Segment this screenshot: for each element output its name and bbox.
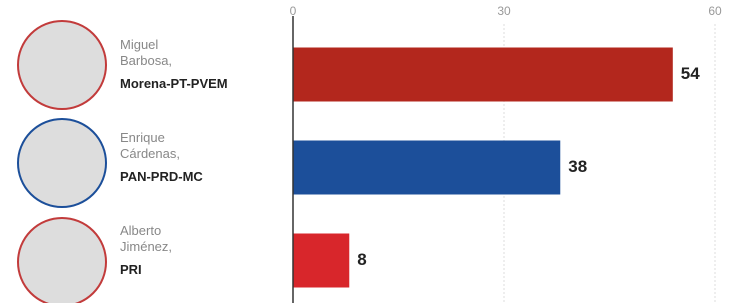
candidate-name: Miguel Barbosa, (120, 37, 200, 69)
bar (293, 48, 673, 102)
candidate-name: Enrique Cárdenas, (120, 130, 200, 162)
portrait (18, 119, 106, 207)
value-label: 38 (568, 157, 587, 176)
portrait (18, 21, 106, 109)
value-label: 54 (681, 64, 700, 83)
x-tick-label: 30 (497, 4, 511, 18)
value-label: 8 (357, 250, 366, 269)
party-label: Morena-PT-PVEM (120, 76, 285, 92)
x-tick-label: 60 (708, 4, 722, 18)
portraits (18, 21, 106, 303)
candidate-name: Alberto Jiménez, (120, 223, 200, 255)
bar (293, 234, 349, 288)
portrait (18, 218, 106, 303)
chart-svg: 0306054388 (0, 0, 737, 303)
chart: 0306054388 Miguel Barbosa,Morena-PT-PVEM… (0, 0, 737, 303)
party-label: PAN-PRD-MC (120, 169, 285, 185)
bar (293, 141, 560, 195)
party-label: PRI (120, 262, 285, 278)
